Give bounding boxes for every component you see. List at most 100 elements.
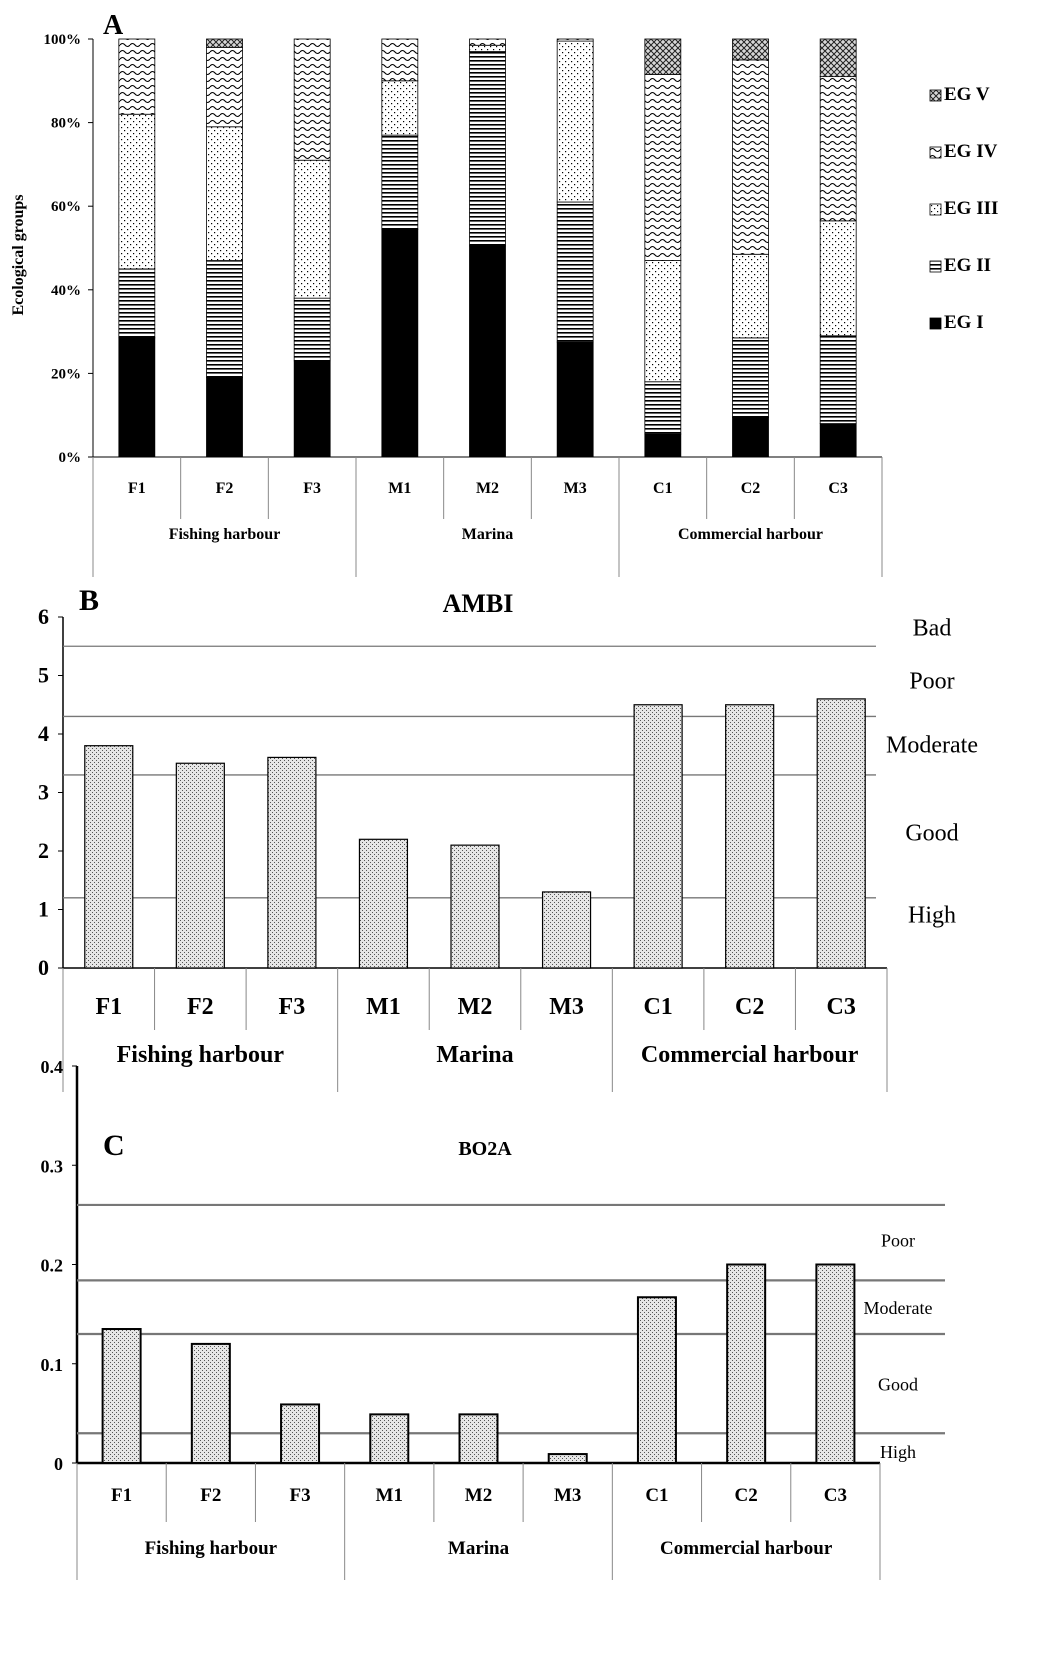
panel-a-group-label: Commercial harbour xyxy=(678,526,823,543)
panel-a-x-tick-label: C3 xyxy=(828,480,848,497)
panel-b-x-tick-label: C2 xyxy=(735,994,764,1020)
panel-b-x-tick-label: M3 xyxy=(549,994,584,1020)
panel-b-bar xyxy=(175,762,225,969)
panel-c-y-tick-label: 0.3 xyxy=(41,1156,64,1176)
panel-b-bar xyxy=(816,698,866,969)
panel-c-y-tick-label: 0.4 xyxy=(41,1057,64,1077)
panel-a-bar-segment xyxy=(206,377,243,458)
panel-c-y-tick-label: 0.2 xyxy=(41,1256,64,1276)
panel-b-y-tick-label: 2 xyxy=(38,838,49,863)
panel-a-x-tick-label: F2 xyxy=(216,480,234,497)
panel-c-x-tick-label: F3 xyxy=(290,1485,311,1506)
panel-c-bar xyxy=(101,1328,142,1464)
panel-a-bar-segment xyxy=(819,38,857,78)
panel-a-y-tick-label: 40% xyxy=(51,283,81,299)
panel-c-bar xyxy=(726,1263,767,1464)
panel-a-bar-segment xyxy=(293,159,331,299)
panel-c-group-label: Marina xyxy=(448,1538,510,1559)
panel-a-bar-segment xyxy=(206,38,243,48)
panel-c-status-label: Moderate xyxy=(864,1298,933,1318)
panel-c-bar xyxy=(369,1413,410,1465)
panel-c-chart: C BO2A 0 0.1 0.2 0.3 0.4 Poor Moderate Good High… xyxy=(41,1057,945,1580)
panel-c-y-tick-label: 0 xyxy=(54,1454,63,1474)
panel-a-legend-label: EG I xyxy=(944,312,984,333)
panel-a-bar-segment xyxy=(469,38,506,46)
panel-b-y-tick-label: 0 xyxy=(38,955,49,980)
panel-a-bar-segment xyxy=(819,220,857,337)
panel-c-x-tick-label: C1 xyxy=(645,1485,668,1506)
panel-b-y-tick-label: 1 xyxy=(38,897,49,922)
panel-c-title: BO2A xyxy=(458,1138,512,1160)
panel-c-bar xyxy=(815,1263,856,1464)
panel-b-x-tick-label: F1 xyxy=(95,994,122,1020)
panel-a-bar-segment xyxy=(118,38,156,115)
panel-c-status-label: Poor xyxy=(881,1231,915,1251)
panel-c-bar xyxy=(636,1296,677,1464)
panel-a-legend-swatch xyxy=(929,203,942,216)
panel-b-x-tick-label: M1 xyxy=(366,994,401,1020)
panel-c-status-label: Good xyxy=(878,1375,918,1395)
panel-b-title: AMBI xyxy=(443,589,514,618)
panel-a-group-label: Fishing harbour xyxy=(169,526,281,543)
panel-a-bar-segment xyxy=(556,201,594,343)
panel-b-x-tick-label: C1 xyxy=(643,994,672,1020)
panel-c-bar xyxy=(547,1453,588,1465)
panel-b-x-tick-label: F2 xyxy=(187,994,214,1020)
panel-a-bar-segment xyxy=(644,260,682,383)
panel-b-x-tick-label: F3 xyxy=(279,994,306,1020)
panel-a-legend-swatch xyxy=(929,260,942,273)
panel-b-bar xyxy=(358,838,409,969)
panel-b-status-label: Poor xyxy=(909,668,954,694)
panel-a-x-tick-label: F1 xyxy=(128,480,146,497)
panel-a-x-tick-label: C1 xyxy=(653,480,673,497)
panel-a-bar-segment xyxy=(469,245,506,458)
panel-b-y-tick-label: 4 xyxy=(38,721,49,746)
panel-b-x-tick-label: M2 xyxy=(458,994,493,1020)
panel-a-bar-segment xyxy=(556,341,594,458)
panel-a-bar-segment xyxy=(644,74,682,261)
panel-a-bar-segment xyxy=(469,44,506,52)
panel-c-x-tick-label: M1 xyxy=(376,1485,403,1506)
panel-c-bar xyxy=(280,1403,321,1465)
panel-a-bar-segment xyxy=(293,297,331,362)
panel-a-bar-segment xyxy=(732,416,769,458)
panel-c-x-tick-label: M3 xyxy=(554,1485,581,1506)
panel-b-bar xyxy=(725,704,775,969)
panel-c-x-tick-label: C3 xyxy=(824,1485,847,1506)
panel-a-x-tick-label: C2 xyxy=(741,480,761,497)
panel-a-bar-segment xyxy=(819,335,857,424)
panel-b-status-label: Moderate xyxy=(886,733,978,759)
panel-a-bar-segment xyxy=(206,260,243,378)
panel-c-letter: C xyxy=(103,1129,125,1162)
panel-a-legend-swatch xyxy=(929,146,942,159)
panel-a-x-tick-label: M3 xyxy=(564,480,587,497)
panel-c-status-label: High xyxy=(880,1442,916,1462)
panel-a-y-tick-label: 20% xyxy=(51,366,81,382)
panel-b-group-label: Marina xyxy=(436,1042,513,1068)
panel-a-bar-segment xyxy=(644,38,682,75)
panel-a-bar-segment xyxy=(118,337,156,458)
panel-a-bar-segment xyxy=(381,228,419,458)
panel-a-legend: EG V EG IV EG III EG II EG I xyxy=(929,84,998,333)
panel-a-bar-segment xyxy=(293,38,331,161)
panel-a-bar-segment xyxy=(732,337,769,418)
panel-c-group-label: Fishing harbour xyxy=(145,1538,278,1559)
panel-c-bar xyxy=(190,1342,231,1465)
panel-a-bar-segment xyxy=(469,51,506,247)
panel-a-ylabel: Ecological groups xyxy=(10,194,27,315)
panel-b-bar xyxy=(84,745,134,969)
panel-a-x-tick-label: F3 xyxy=(303,480,321,497)
panel-a-chart: A 0% 20% 40% 60% 80% 100% F1 F2 F3 M1 M2 M3 C1 C2 C3 Fi… xyxy=(10,10,998,577)
panel-a-bar-segment xyxy=(381,80,419,136)
panel-a-group-label: Marina xyxy=(462,526,514,543)
panel-c-bar xyxy=(458,1413,499,1465)
panel-b-status-label: Bad xyxy=(913,616,952,642)
panel-c-group-label: Commercial harbour xyxy=(660,1538,833,1559)
panel-a-bar-segment xyxy=(556,38,594,42)
panel-b-status-label: High xyxy=(908,902,956,928)
panel-a-bar-segment xyxy=(381,38,419,82)
panel-a-legend-label: EG III xyxy=(944,198,998,219)
panel-a-letter: A xyxy=(103,10,124,41)
panel-b-y-tick-label: 5 xyxy=(38,663,49,688)
panel-a-bar-segment xyxy=(819,423,857,458)
